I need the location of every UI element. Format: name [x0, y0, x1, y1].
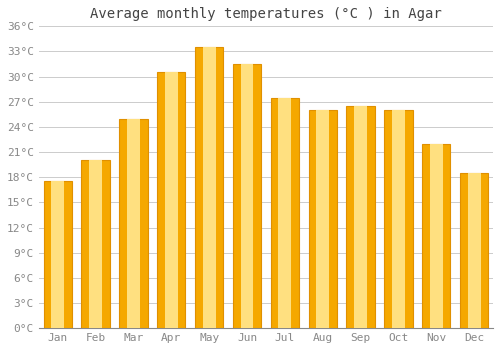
Bar: [422, 144, 450, 328]
Bar: [165, 72, 177, 328]
Bar: [119, 119, 148, 328]
Bar: [82, 160, 110, 328]
Bar: [157, 72, 186, 328]
Bar: [195, 47, 224, 328]
Bar: [460, 173, 488, 328]
Bar: [316, 110, 329, 328]
Bar: [127, 119, 140, 328]
Title: Average monthly temperatures (°C ) in Agar: Average monthly temperatures (°C ) in Ag…: [90, 7, 442, 21]
Bar: [89, 160, 102, 328]
Bar: [44, 181, 72, 328]
Bar: [270, 98, 299, 328]
Bar: [308, 110, 337, 328]
Bar: [240, 64, 254, 328]
Bar: [52, 181, 64, 328]
Bar: [233, 64, 261, 328]
Bar: [430, 144, 442, 328]
Bar: [384, 110, 412, 328]
Bar: [278, 98, 291, 328]
Bar: [392, 110, 405, 328]
Bar: [468, 173, 480, 328]
Bar: [346, 106, 375, 328]
Bar: [354, 106, 367, 328]
Bar: [203, 47, 215, 328]
